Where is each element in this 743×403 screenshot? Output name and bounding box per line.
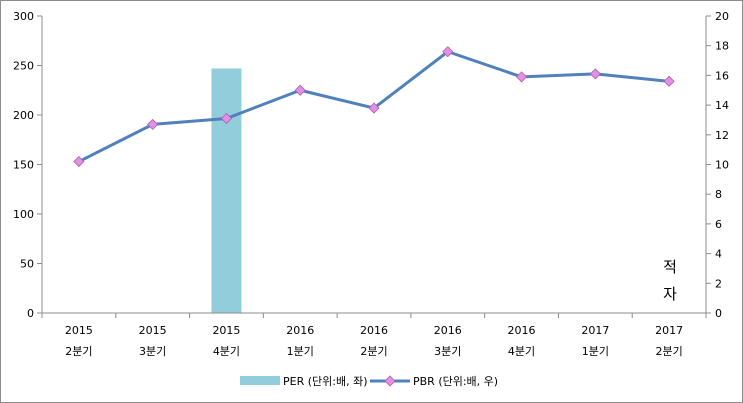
- y-left-tick-label: 150: [13, 159, 34, 172]
- annotation-char: 적: [663, 258, 677, 276]
- y-right-tick-label: 18: [715, 40, 729, 53]
- x-tick-label-year: 2015: [139, 324, 167, 337]
- y-right-tick-label: 4: [715, 248, 722, 261]
- point-pbr: [294, 84, 306, 96]
- x-tick-label-year: 2016: [434, 324, 462, 337]
- point-pbr: [515, 71, 528, 83]
- point-pbr: [589, 68, 601, 80]
- legend-label-pbr: PBR (단위:배, 우): [413, 375, 498, 388]
- y-right-tick-label: 6: [715, 218, 722, 231]
- x-tick-label-quarter: 3분기: [434, 345, 461, 358]
- point-pbr: [147, 118, 159, 130]
- x-tick-label-quarter: 3분기: [139, 345, 166, 358]
- y-left-tick-label: 0: [27, 307, 34, 320]
- x-tick-label-quarter: 2분기: [655, 345, 682, 358]
- x-tick-label-year: 2016: [360, 324, 388, 337]
- axes-layer: 0 50 100 150 200 250 300 0 2 4 6 8 10 12 14 16 18 20 2015 2…: [13, 10, 729, 358]
- y-left-tick-label: 50: [20, 258, 34, 271]
- y-right-tick-label: 14: [715, 99, 729, 112]
- y-left-tick-label: 100: [13, 208, 34, 221]
- x-tick-label-quarter: 4분기: [508, 345, 535, 358]
- point-pbr: [368, 102, 380, 114]
- point-pbr: [220, 112, 233, 125]
- y-left-tick-label: 200: [13, 109, 34, 122]
- x-tick-label-quarter: 1분기: [582, 345, 609, 358]
- legend-label-per: PER (단위:배, 좌): [283, 375, 368, 388]
- x-tick-label-quarter: 2분기: [65, 345, 92, 358]
- x-tick-label-quarter: 2분기: [360, 345, 387, 358]
- y-right-tick-label: 12: [715, 129, 729, 142]
- x-tick-label-year: 2016: [508, 324, 536, 337]
- point-pbr: [442, 46, 454, 58]
- point-pbr: [73, 155, 85, 168]
- y-right-tick-label: 10: [715, 159, 729, 172]
- x-tick-label-year: 2015: [212, 324, 240, 337]
- x-tick-label-quarter: 4분기: [213, 345, 240, 358]
- point-pbr: [663, 75, 675, 87]
- y-right-tick-label: 2: [715, 277, 722, 290]
- y-left-tick-label: 250: [13, 60, 34, 73]
- y-right-tick-label: 16: [715, 69, 729, 82]
- y-right-tick-label: 20: [715, 10, 729, 23]
- annotation-char: 자: [663, 285, 677, 303]
- legend-marker-pbr: [384, 375, 396, 387]
- bar-per: [211, 68, 242, 313]
- line-layer: [73, 46, 675, 168]
- x-tick-label-quarter: 1분기: [287, 345, 314, 358]
- x-tick-label-year: 2016: [286, 324, 314, 337]
- legend-swatch-per: [240, 376, 280, 385]
- legend: PER (단위:배, 좌) PBR (단위:배, 우): [240, 375, 498, 388]
- bar-layer: [211, 68, 242, 313]
- x-tick-label-year: 2017: [581, 324, 609, 337]
- x-tick-label-year: 2017: [655, 324, 683, 337]
- x-tick-label-year: 2015: [65, 324, 93, 337]
- y-right-tick-label: 0: [715, 307, 722, 320]
- y-left-tick-label: 300: [13, 10, 34, 23]
- y-right-tick-label: 8: [715, 188, 722, 201]
- annotation-layer: 적자: [663, 258, 677, 303]
